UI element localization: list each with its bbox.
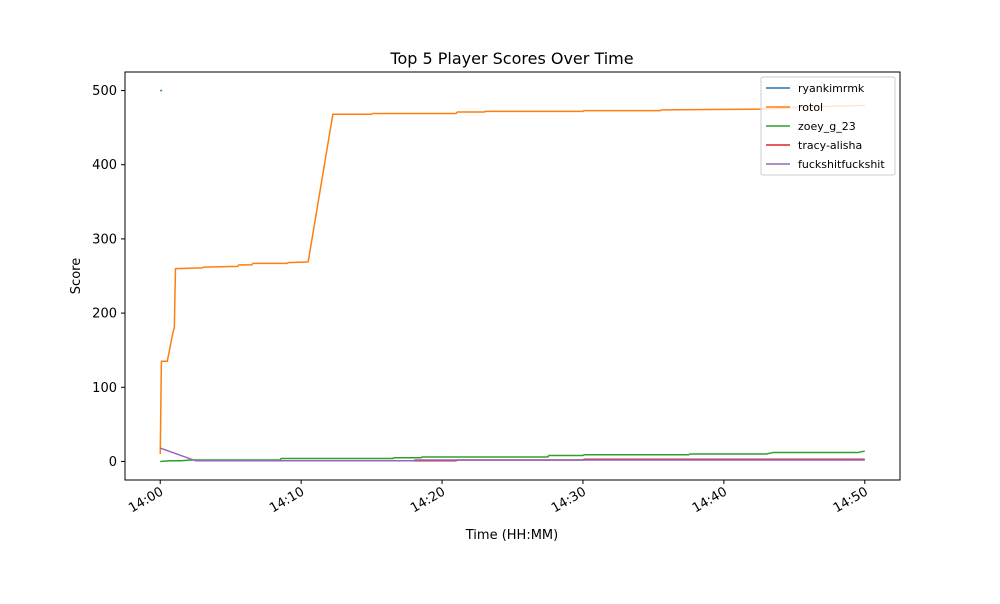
- y-axis-label: Score: [69, 258, 84, 294]
- legend: ryankimrmk rotol zoey_g_23 tracy-alisha fuck…: [760, 76, 896, 176]
- x-axis-label: Time (HH:MM): [465, 528, 558, 543]
- legend-label: zoey_g_23: [798, 120, 856, 133]
- y-tick-label: 0: [109, 455, 117, 470]
- plot-frame: [124, 71, 901, 481]
- y-tick-label: 200: [92, 307, 117, 322]
- y-tick-label: 100: [92, 381, 117, 396]
- y-tick-label: 400: [92, 158, 117, 173]
- legend-box: [760, 76, 896, 176]
- legend-label: ryankimrmk: [798, 82, 865, 95]
- legend-label: rotol: [798, 101, 823, 114]
- y-tick-label: 300: [92, 232, 117, 247]
- chart-title: Top 5 Player Scores Over Time: [389, 49, 633, 68]
- series-line: [159, 104, 865, 455]
- y-tick-label: 500: [92, 84, 117, 99]
- series-line: [159, 447, 865, 462]
- legend-label: fuckshitfuckshit: [798, 158, 885, 171]
- legend-label: tracy-alisha: [798, 139, 862, 152]
